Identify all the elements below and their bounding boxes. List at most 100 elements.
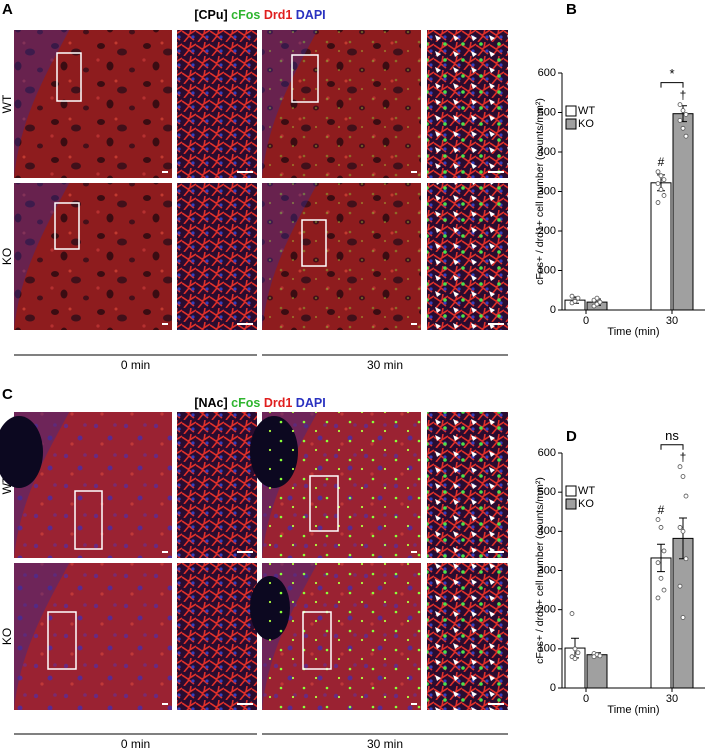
annotation: # (658, 155, 665, 169)
y-tick-label: 200 (538, 225, 556, 237)
dapi-edge (14, 563, 70, 710)
legend-label: WT (578, 485, 595, 497)
inset-box (302, 611, 332, 670)
data-point (677, 583, 683, 589)
y-tick-label: 100 (538, 264, 556, 276)
data-point (680, 615, 686, 620)
inset-box (74, 490, 103, 550)
legend-label: WT (578, 105, 595, 117)
region: [CPu] (194, 8, 227, 22)
x-tick-label: 30 (666, 693, 678, 705)
panel-label: C (2, 386, 13, 403)
cfos-signal (427, 563, 508, 710)
data-point (597, 653, 603, 659)
data-point (572, 646, 578, 652)
bracket (660, 82, 684, 88)
stain: cFos (231, 396, 260, 410)
micrograph (14, 563, 172, 710)
row-label: WT (0, 94, 14, 113)
data-point (677, 525, 683, 530)
data-point (661, 193, 667, 198)
panel-label: A (2, 1, 13, 18)
x-tick-label: 0 (583, 315, 589, 327)
legend-label: KO (578, 498, 594, 510)
cfos-signal (427, 412, 508, 558)
region: [NAc] (194, 396, 227, 410)
data-point (572, 656, 578, 662)
stain-title: [NAc] cFos Drd1 DAPI (194, 396, 325, 410)
inset-box (47, 611, 77, 670)
data-point (683, 133, 689, 139)
data-point (661, 548, 667, 554)
y-tick-label: 600 (538, 447, 556, 459)
micrograph (14, 30, 172, 178)
bar (586, 654, 608, 689)
micrograph (177, 563, 257, 710)
data-point (655, 517, 661, 522)
legend-swatch (565, 498, 577, 510)
data-point (594, 295, 600, 301)
cfos-signal (262, 30, 421, 178)
cfos-signal (427, 183, 508, 330)
data-point (683, 493, 689, 499)
bar (672, 113, 694, 311)
stain: cFos (231, 8, 260, 22)
inset-box (56, 52, 82, 102)
data-point (680, 474, 686, 479)
time-label: 0 min (121, 358, 150, 372)
annotation: ns (665, 428, 679, 443)
legend-swatch (565, 118, 577, 130)
y-tick-label: 0 (550, 304, 556, 316)
data-point (658, 575, 664, 581)
y-tick-label: 400 (538, 146, 556, 158)
row-label: KO (0, 248, 14, 265)
time-label: 30 min (367, 358, 403, 372)
row-label: KO (0, 628, 14, 645)
dapi-edge (14, 183, 70, 330)
micrograph (177, 30, 257, 178)
x-tick-label: 30 (666, 315, 678, 327)
ventricle (0, 416, 43, 488)
micrograph (14, 183, 172, 330)
data-point (569, 293, 575, 299)
dapi-edge (14, 30, 70, 178)
legend-label: KO (578, 118, 594, 130)
micrograph (177, 412, 257, 558)
time-label: 30 min (367, 737, 403, 751)
legend-swatch (565, 105, 577, 117)
stain: DAPI (296, 8, 326, 22)
stain: Drd1 (264, 8, 293, 22)
inset-box (301, 219, 327, 267)
annotation: † (680, 88, 687, 102)
y-tick-label: 500 (538, 486, 556, 498)
inset-box (54, 202, 80, 250)
data-point (683, 112, 689, 117)
annotation: * (669, 66, 674, 81)
y-tick-label: 100 (538, 643, 556, 655)
y-axis-label: cFos+ / drd1+ cell number (counts/mm²) (534, 477, 546, 664)
data-point (575, 295, 581, 301)
time-label: 0 min (121, 737, 150, 751)
data-point (658, 187, 664, 192)
cfos-signal (262, 183, 421, 330)
data-point (655, 169, 661, 175)
panel-label: D (566, 428, 577, 445)
error-bar (657, 543, 665, 573)
x-axis-label: Time (min) (607, 704, 659, 716)
data-point (597, 299, 603, 305)
inset-box (309, 475, 339, 532)
data-point (572, 298, 578, 304)
y-tick-label: 400 (538, 525, 556, 537)
y-axis-label: cFos+ / drd1+ cell number (counts/mm²) (534, 98, 546, 285)
stain-title: [CPu] cFos Drd1 DAPI (194, 8, 325, 22)
data-point (677, 118, 683, 123)
data-point (655, 595, 661, 601)
y-tick-label: 600 (538, 67, 556, 79)
bar (672, 537, 694, 689)
data-point (661, 587, 667, 593)
data-point (680, 125, 686, 131)
data-point (680, 528, 686, 534)
y-tick-label: 300 (538, 564, 556, 576)
cfos-signal (427, 30, 508, 178)
data-point (680, 108, 686, 113)
